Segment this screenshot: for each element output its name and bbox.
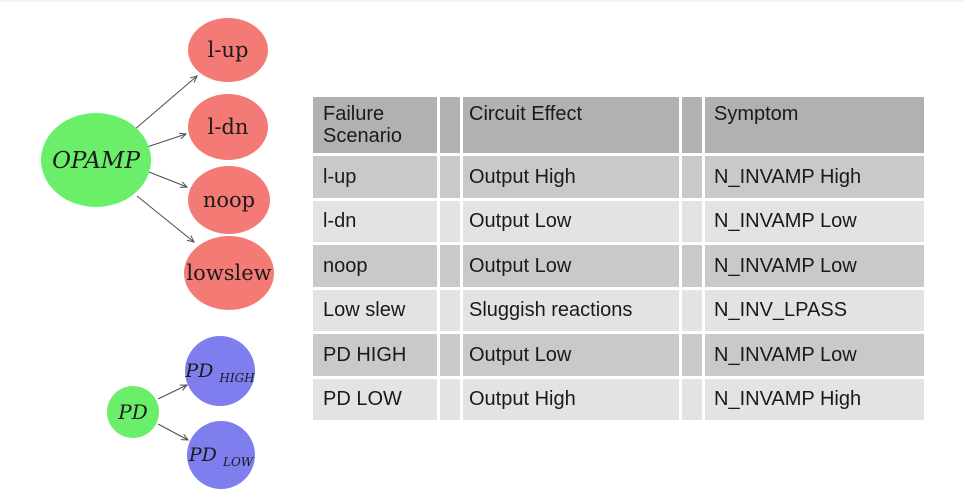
row-cell-scenario: l-dn <box>313 200 437 242</box>
row-cell-symptom: N_INVAMP Low <box>705 200 924 242</box>
row-spacer-cell <box>682 200 702 242</box>
edge-opamp-to-lowslew <box>136 195 195 243</box>
noop-node-label: noop <box>203 188 255 212</box>
header-spacer-cell-1 <box>440 97 460 153</box>
row-spacer-cell <box>682 378 702 420</box>
edge-opamp-to-noop <box>148 171 189 188</box>
row-cell-effect: Output Low <box>463 334 679 376</box>
row-spacer-cell <box>440 378 460 420</box>
opamp-node-label: OPAMP <box>52 148 140 174</box>
pd-high-label-main: PD <box>184 360 213 382</box>
header-spacer-cell-2 <box>682 97 702 153</box>
failure-scenario-table: Failure Scenario Circuit Effect Symptom … <box>313 97 924 420</box>
top-border-line <box>0 0 964 2</box>
lowslew-node <box>184 236 274 310</box>
header-cell-circuit-effect: Circuit Effect <box>463 97 679 153</box>
l-dn-node-label: l-dn <box>208 115 249 139</box>
noop-node <box>188 166 270 234</box>
row-cell-symptom: N_INVAMP High <box>705 156 924 198</box>
pd-high-label-subscript: HIGH <box>218 371 255 385</box>
pd-high-node <box>185 336 255 406</box>
fault-tree-diagram: OPAMP l-up l-dn noop lowslew PD PD HIGH … <box>41 18 274 489</box>
pd-low-label-main: PD <box>188 444 217 466</box>
header-cell-failure-scenario: Failure Scenario <box>313 97 437 153</box>
edge-opamp-to-l-dn <box>146 132 188 148</box>
row-cell-scenario: l-up <box>313 156 437 198</box>
row-spacer-cell <box>682 289 702 331</box>
row-spacer-cell <box>682 334 702 376</box>
row-spacer-cell <box>682 245 702 287</box>
l-dn-node <box>188 94 268 160</box>
row-cell-scenario: noop <box>313 245 437 287</box>
row-cell-effect: Output High <box>463 378 679 420</box>
row-spacer-cell <box>682 156 702 198</box>
l-up-node <box>188 18 268 82</box>
diagram-edges <box>133 75 198 441</box>
edge-opamp-to-l-up <box>133 75 198 131</box>
l-up-node-label: l-up <box>208 38 249 62</box>
header-cell-symptom: Symptom <box>705 97 924 153</box>
row-cell-scenario: Low slew <box>313 289 437 331</box>
row-cell-scenario: PD LOW <box>313 378 437 420</box>
pd-high-node-label: PD HIGH <box>184 360 255 385</box>
edge-pd-to-pd-high <box>157 384 189 400</box>
row-spacer-cell <box>440 156 460 198</box>
row-spacer-cell <box>440 289 460 331</box>
pd-low-node-label: PD LOW <box>188 444 255 469</box>
row-cell-scenario: PD HIGH <box>313 334 437 376</box>
row-cell-symptom: N_INV_LPASS <box>705 289 924 331</box>
pd-low-label-subscript: LOW <box>222 455 255 469</box>
row-cell-symptom: N_INVAMP High <box>705 378 924 420</box>
lowslew-node-label: lowslew <box>186 261 271 285</box>
pd-node <box>107 386 159 438</box>
opamp-node <box>41 113 151 207</box>
row-cell-effect: Output High <box>463 156 679 198</box>
row-cell-effect: Output Low <box>463 200 679 242</box>
row-spacer-cell <box>440 334 460 376</box>
edge-pd-to-pd-low <box>157 423 190 441</box>
row-spacer-cell <box>440 245 460 287</box>
pd-low-node <box>187 421 255 489</box>
row-spacer-cell <box>440 200 460 242</box>
row-cell-effect: Sluggish reactions <box>463 289 679 331</box>
row-cell-symptom: N_INVAMP Low <box>705 245 924 287</box>
row-cell-effect: Output Low <box>463 245 679 287</box>
row-cell-symptom: N_INVAMP Low <box>705 334 924 376</box>
pd-node-label: PD <box>117 400 148 424</box>
